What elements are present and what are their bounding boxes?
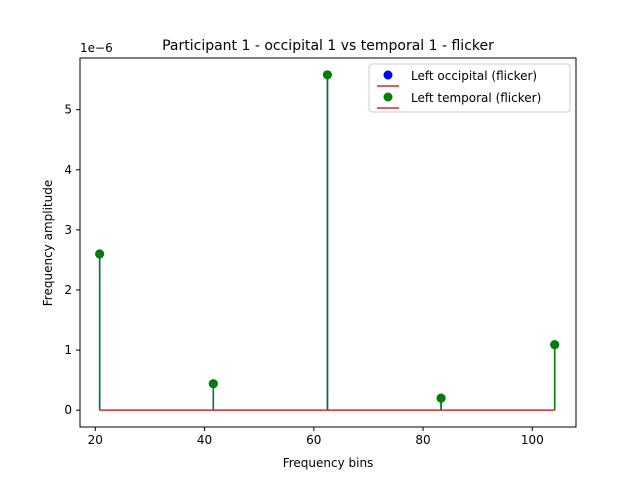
stem-marker-s1-2 [322,70,332,80]
legend-label-1: Left temporal (flicker) [411,91,541,105]
x-tick-label-2: 60 [306,433,321,447]
x-tick-label-4: 100 [521,433,544,447]
y-tick-label-4: 4 [64,163,72,177]
y-tick-label-3: 3 [64,223,72,237]
legend-box [368,63,571,113]
y-tick-label-1: 1 [64,343,72,357]
y-axis-label: Frequency amplitude [41,180,55,306]
x-tick-label-3: 80 [415,433,430,447]
y-tick-label-2: 2 [64,283,72,297]
y-tick-label-5: 5 [64,103,72,117]
x-tick-label-0: 20 [88,433,103,447]
plot-frame [79,57,577,428]
x-axis-label: Frequency bins [283,456,374,470]
legend-label-0: Left occipital (flicker) [411,69,537,83]
legend: Left occipital (flicker) Left temporal (f… [368,63,571,113]
stem-marker-s1-3 [436,393,446,403]
stem-marker-s1-4 [550,340,560,350]
chart-title: Participant 1 - occipital 1 vs temporal … [162,38,494,54]
y-tick-label-0: 0 [64,403,72,417]
axes-layer: 20 40 60 80 100 0 1 2 3 4 5 [64,57,577,447]
stem-marker-s1-1 [208,379,218,389]
stem-marker-s1-0 [95,249,105,259]
legend-marker-1 [383,92,393,102]
x-tick-label-1: 40 [197,433,212,447]
stems-layer [95,70,560,411]
legend-marker-0 [383,70,393,80]
y-axis-offset-label: 1e−6 [80,41,113,55]
